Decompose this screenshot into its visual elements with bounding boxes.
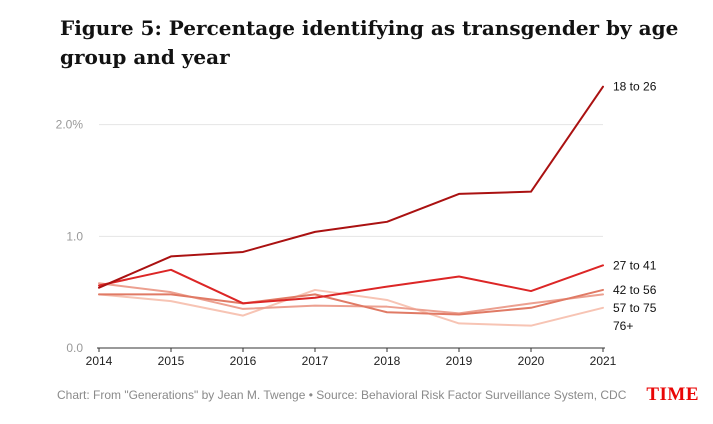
series-line-76- [98, 288, 604, 327]
x-tick-label: 2020 [518, 354, 545, 368]
series-line-18-to-26 [98, 85, 604, 289]
x-tick-label: 2014 [86, 354, 113, 368]
series-lines [98, 85, 604, 327]
x-axis-ticks: 2014 2015 2016 2017 2018 2019 2020 2021 [86, 348, 617, 368]
x-tick-label: 2018 [374, 354, 401, 368]
x-tick-label: 2015 [158, 354, 185, 368]
x-tick-label: 2017 [302, 354, 329, 368]
series-label-18-to-26: 18 to 26 [613, 80, 657, 94]
series-label-42-to-56: 42 to 56 [613, 283, 657, 297]
series-labels: 18 to 26 27 to 41 42 to 56 57 to 75 76+ [613, 80, 657, 333]
y-tick-label: 0.0 [66, 341, 83, 355]
x-tick-label: 2019 [446, 354, 473, 368]
y-axis-ticks: 0.0 1.0 2.0% [56, 118, 84, 355]
series-label-27-to-41: 27 to 41 [613, 258, 657, 272]
series-label-76-: 76+ [613, 319, 633, 333]
y-tick-label: 2.0% [56, 118, 84, 132]
y-tick-label: 1.0 [66, 229, 83, 243]
series-line-42-to-56 [98, 288, 604, 316]
x-tick-label: 2021 [590, 354, 617, 368]
grid-lines [99, 124, 603, 237]
series-line-27-to-41 [98, 264, 604, 305]
chart-source-note: Chart: From "Generations" by Jean M. Twe… [57, 388, 627, 402]
time-logo[interactable]: TIME [646, 384, 699, 405]
x-tick-label: 2016 [230, 354, 257, 368]
chart-title: Figure 5: Percentage identifying as tran… [60, 16, 679, 69]
series-label-57-to-75: 57 to 75 [613, 301, 657, 315]
